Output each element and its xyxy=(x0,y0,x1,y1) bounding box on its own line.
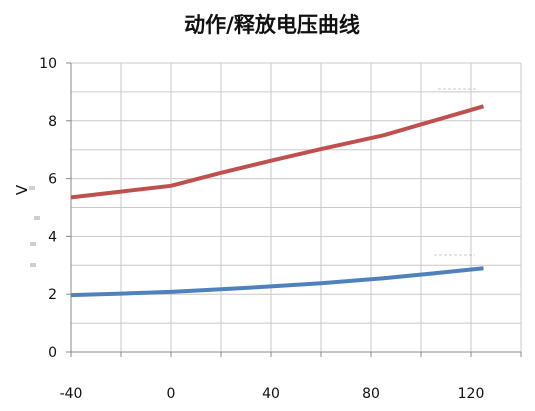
grid xyxy=(70,62,522,353)
faint-axis-mark xyxy=(29,186,35,190)
series xyxy=(70,104,485,298)
x-tick-label: -40 xyxy=(60,386,83,402)
faint-axis-mark xyxy=(30,242,36,246)
chart-title: 动作/释放电压曲线 xyxy=(184,13,360,37)
faint-axis-mark xyxy=(34,216,40,220)
x-tick-label: 80 xyxy=(362,386,380,402)
series-line-1 xyxy=(70,104,485,200)
y-tick-label: 2 xyxy=(48,287,57,303)
y-tick-label: 8 xyxy=(48,114,57,130)
x-tick-label: 0 xyxy=(167,386,176,402)
y-tick-label: 6 xyxy=(48,172,57,188)
y-tick-label: 0 xyxy=(48,345,57,361)
y-tick-label: 4 xyxy=(48,229,57,245)
y-axis-label: V xyxy=(13,184,31,195)
y-tick-label: 10 xyxy=(39,56,57,72)
series-line-2 xyxy=(70,266,484,298)
faint-annotations xyxy=(29,88,478,267)
axes xyxy=(66,62,522,357)
x-tick-label: 40 xyxy=(262,386,280,402)
x-tick-label: 120 xyxy=(458,386,485,402)
faint-axis-mark xyxy=(30,263,36,267)
tick-labels: 0 2 4 6 8 10 -40 0 40 80 120 xyxy=(39,56,484,402)
